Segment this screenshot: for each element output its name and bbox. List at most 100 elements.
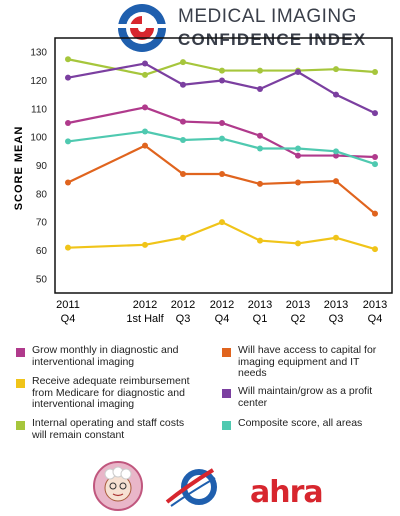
legend-swatch [16, 379, 25, 388]
series-layer [65, 56, 378, 253]
x-tick-label-period: 1st Half [126, 313, 164, 325]
data-point [257, 145, 263, 152]
ahra-logo: ahra [250, 475, 324, 510]
data-point [180, 137, 186, 143]
data-point [257, 237, 263, 244]
data-point [372, 246, 378, 253]
data-point [333, 91, 339, 98]
x-tick-label-period: Q2 [291, 313, 306, 325]
y-axis-ticks: 50 60 70 80 90 100 110 120 130 [30, 48, 47, 286]
data-point [372, 69, 378, 75]
legend-item: Internal operating and staff costs will … [16, 417, 201, 441]
header: MEDICAL IMAGING CONFIDENCE INDEX [0, 0, 400, 58]
y-tick-label: 90 [36, 161, 48, 172]
data-point [219, 120, 225, 126]
legend-label: Grow monthly in diagnostic and intervent… [32, 344, 179, 368]
legend-swatch [16, 348, 25, 357]
data-point [333, 66, 339, 73]
legend-swatch [222, 421, 231, 430]
data-point [219, 135, 225, 142]
data-point [295, 240, 301, 247]
data-point [180, 59, 186, 66]
series-line-3 [67, 130, 376, 166]
data-point [180, 118, 186, 125]
y-tick-label: 80 [36, 189, 48, 200]
data-point [372, 110, 378, 117]
data-point [180, 171, 186, 177]
y-tick-label: 60 [36, 246, 48, 257]
x-tick-label-year: 2011 [56, 299, 80, 311]
swoosh-logo-icon [165, 468, 217, 507]
data-point [142, 241, 148, 248]
data-point [142, 60, 148, 67]
legend-swatch [16, 421, 25, 430]
y-tick-label: 130 [30, 48, 47, 59]
data-point [257, 180, 263, 187]
title-line-1: MEDICAL IMAGING [178, 6, 357, 27]
legend-item: Grow monthly in diagnostic and intervent… [16, 344, 201, 368]
y-tick-label: 70 [36, 218, 48, 229]
x-tick-label-year: 2013 [286, 299, 310, 311]
legend-item: Composite score, all areas [222, 417, 382, 430]
legend-label: Composite score, all areas [238, 417, 363, 429]
data-point [372, 161, 378, 168]
data-point [142, 71, 148, 78]
legend-item: Will have access to capital for imaging … [222, 344, 382, 380]
data-point [257, 67, 263, 74]
data-point [295, 145, 301, 152]
series-line-1 [67, 62, 376, 115]
data-point [219, 171, 225, 177]
data-point [295, 152, 301, 159]
data-point [333, 152, 339, 159]
x-tick-label-year: 2012 [133, 299, 157, 311]
x-tick-label-period: Q4 [215, 313, 230, 325]
data-point [65, 244, 71, 251]
x-tick-label-period: Q3 [329, 313, 344, 325]
x-tick-label-year: 2013 [248, 299, 272, 311]
x-tick-label-year: 2013 [324, 299, 348, 311]
legend-label: Will maintain/grow as a profit center [238, 385, 373, 409]
mascot-logo-icon [93, 461, 143, 511]
data-point [142, 104, 148, 111]
data-point [257, 86, 263, 92]
data-point [219, 219, 225, 226]
data-point [295, 179, 301, 186]
data-point [372, 210, 378, 217]
data-point [219, 77, 225, 84]
y-tick-label: 110 [31, 104, 47, 115]
data-point [257, 132, 263, 139]
legend-label: Receive adequate reimbursement from Medi… [32, 375, 190, 410]
data-point [65, 74, 71, 81]
data-point [65, 56, 71, 63]
legend-label: Internal operating and staff costs will … [32, 417, 185, 441]
data-point [219, 67, 225, 74]
plot-area-frame [54, 37, 393, 294]
series-line-4 [67, 144, 376, 215]
x-tick-label-period: Q1 [253, 313, 268, 325]
series-line-5 [67, 220, 376, 251]
data-point [333, 178, 339, 185]
y-tick-label: 100 [30, 133, 47, 144]
y-axis-label: SCORE MEAN [13, 126, 25, 211]
x-tick-label-year: 2012 [171, 299, 195, 311]
data-point [180, 81, 186, 88]
data-point [142, 142, 148, 149]
data-point [65, 179, 71, 186]
x-tick-label-year: 2013 [363, 299, 387, 311]
data-point [333, 234, 339, 241]
legend-item: Receive adequate reimbursement from Medi… [16, 375, 201, 411]
y-tick-label: 50 [36, 274, 48, 285]
legend-swatch [222, 389, 231, 398]
footer-logos: ahra [0, 450, 400, 516]
x-tick-label-period: Q3 [176, 313, 191, 325]
legend-item: Will maintain/grow as a profit center [222, 385, 382, 409]
x-axis-ticks: 2011 Q4 2012 1st Half 2012 Q3 2012 Q4 2013 Q1 2013… [56, 299, 387, 325]
data-point [333, 148, 339, 155]
legend-swatch [222, 348, 231, 357]
data-point [295, 69, 301, 75]
x-tick-label-period: Q4 [61, 313, 76, 325]
data-point [372, 154, 378, 160]
confidence-index-logo-icon [110, 4, 174, 52]
series-line-0 [67, 58, 376, 76]
title-line-2: CONFIDENCE INDEX [178, 30, 367, 49]
